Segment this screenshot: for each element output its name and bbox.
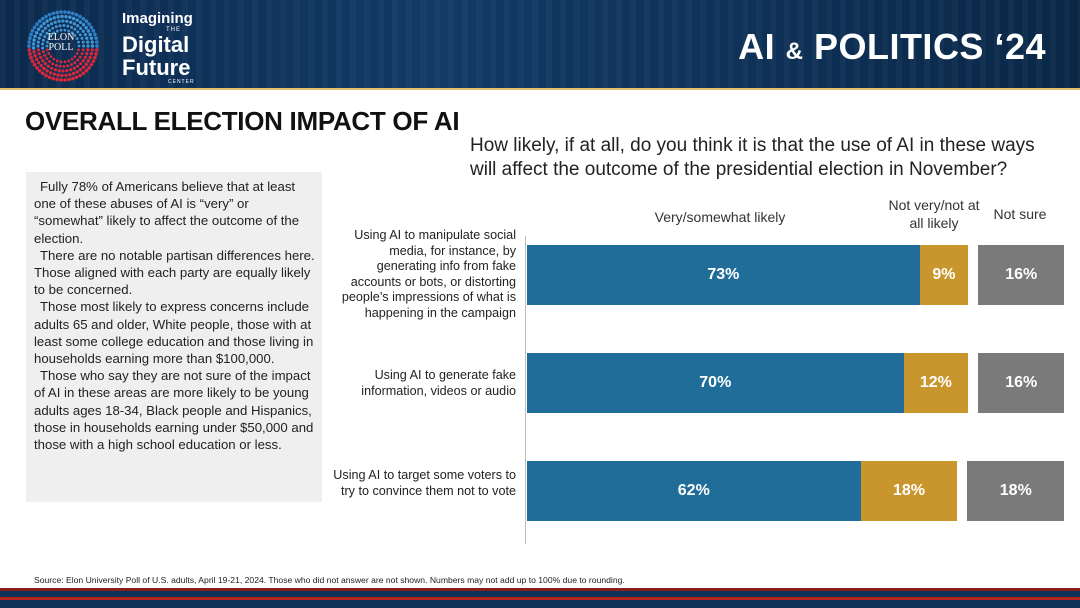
summary-paragraph: Those most likely to express concerns in… bbox=[34, 299, 314, 367]
legend-not-very-not-at-all-likely: Not very/not at all likely bbox=[888, 197, 980, 231]
bar-likely: 73% bbox=[527, 245, 920, 305]
legend-very-somewhat-likely: Very/somewhat likely bbox=[654, 209, 786, 225]
bar-notsure: 18% bbox=[967, 461, 1065, 521]
category-label: Using AI to target some voters to try to… bbox=[333, 468, 516, 498]
bar-notlikely: 12% bbox=[903, 353, 969, 413]
bar-likely: 62% bbox=[527, 461, 861, 521]
data-label: 70% bbox=[699, 374, 732, 391]
source-note: Source: Elon University Poll of U.S. adu… bbox=[34, 575, 625, 585]
category-label: Using AI to generate fake information, v… bbox=[361, 368, 516, 398]
data-label: 9% bbox=[932, 266, 956, 283]
header-title: AI & POLITICS ‘24 bbox=[738, 26, 1046, 68]
data-label: 18% bbox=[999, 482, 1032, 499]
footer-band bbox=[0, 588, 1080, 608]
summary-box: Fully 78% of Americans believe that at l… bbox=[26, 172, 322, 502]
brand-line-1: Imagining bbox=[122, 10, 193, 27]
summary-paragraph: There are no notable partisan difference… bbox=[34, 247, 315, 298]
chart-title: How likely, if at all, do you think it i… bbox=[470, 135, 1035, 180]
bar-notlikely: 9% bbox=[919, 245, 969, 305]
bar-notsure: 16% bbox=[978, 353, 1065, 413]
summary-paragraph: Those who say they are not sure of the i… bbox=[34, 368, 314, 453]
brand-line-2: Digital bbox=[122, 32, 190, 57]
bar-notlikely: 18% bbox=[860, 461, 958, 521]
category-label: Using AI to manipulate social media, for… bbox=[341, 228, 516, 320]
header-title-ai: AI bbox=[738, 26, 786, 67]
page-title: OVERALL ELECTION IMPACT OF AI bbox=[25, 106, 460, 136]
brand-line-3: Future bbox=[122, 55, 191, 80]
header-title-amp: & bbox=[785, 38, 804, 65]
brand-imagining-digital-future: Imagining THE Digital Future CENTER bbox=[122, 10, 195, 85]
summary-paragraph: Fully 78% of Americans believe that at l… bbox=[34, 179, 300, 246]
logo-text: ELON POLL bbox=[38, 33, 84, 53]
data-label: 16% bbox=[1005, 374, 1038, 391]
brand-the: THE bbox=[166, 27, 181, 33]
data-label: 12% bbox=[919, 374, 952, 391]
legend-not-sure: Not sure bbox=[993, 206, 1047, 222]
data-label: 62% bbox=[677, 482, 710, 499]
bar-likely: 70% bbox=[527, 353, 904, 413]
bar-notsure: 16% bbox=[978, 245, 1065, 305]
data-label: 73% bbox=[707, 266, 740, 283]
logo-text-elon: ELON bbox=[47, 32, 75, 43]
elon-poll-logo-icon bbox=[27, 10, 99, 82]
header-title-politics: POLITICS ‘24 bbox=[803, 26, 1046, 67]
brand-center: CENTER bbox=[168, 79, 195, 85]
chart-axis-line bbox=[525, 236, 526, 544]
header-divider bbox=[0, 88, 1080, 90]
data-label: 16% bbox=[1005, 266, 1038, 283]
logo-text-poll: POLL bbox=[48, 42, 74, 53]
data-label: 18% bbox=[892, 482, 925, 499]
header-banner: ELON POLL Imagining THE Digital Future C… bbox=[0, 0, 1080, 90]
